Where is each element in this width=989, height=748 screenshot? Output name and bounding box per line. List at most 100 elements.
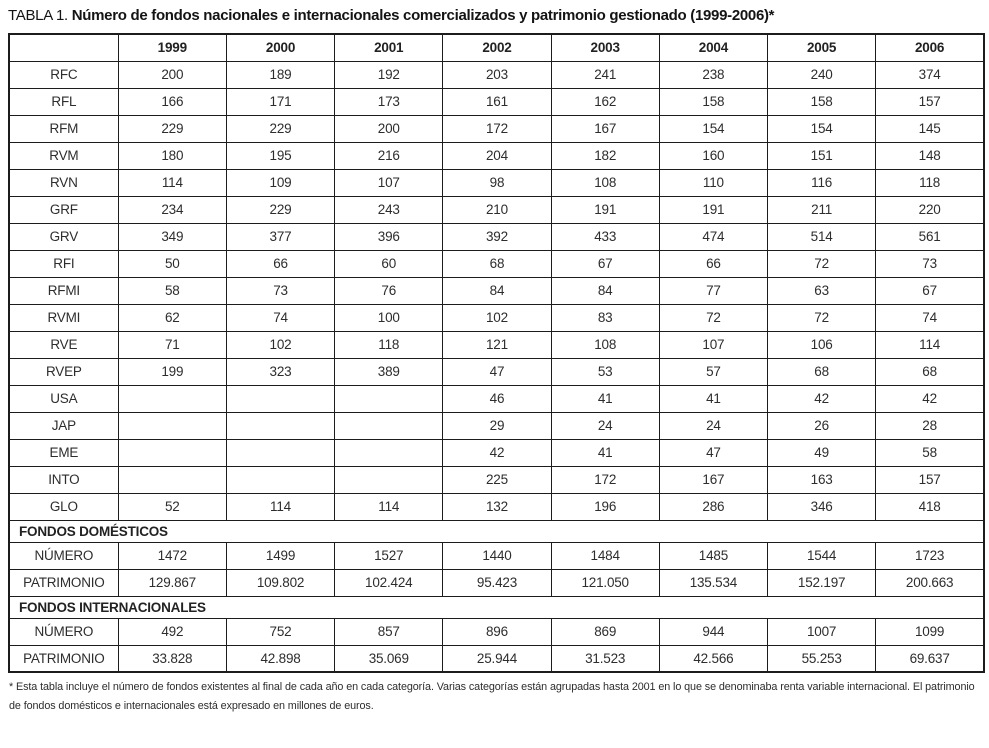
cell-value: 896 (442, 617, 552, 646)
cell-value: 118 (334, 330, 444, 359)
cell-value: 492 (117, 617, 227, 646)
cell-value: 158 (766, 87, 877, 116)
cell-value: 55.253 (766, 644, 877, 673)
cell-value: 1527 (334, 541, 444, 570)
cell-value: 42 (442, 438, 552, 467)
cell-value: 243 (334, 195, 444, 224)
cell-value: 132 (442, 492, 552, 521)
row-label: GRF (8, 195, 119, 224)
cell-value: 42.898 (225, 644, 336, 673)
cell-value: 67 (550, 249, 660, 278)
row-label: RVE (8, 330, 119, 359)
corner-cell (8, 33, 119, 62)
cell-value: 106 (766, 330, 877, 359)
table-row: RFC 200 189 192 203 241 238 240 374 (8, 60, 985, 89)
cell-value: 73 (875, 249, 985, 278)
row-label: EME (8, 438, 119, 467)
table-row: RVMI 62 74 100 102 83 72 72 74 (8, 303, 985, 332)
row-label: RFM (8, 114, 119, 143)
row-label: PATRIMONIO (8, 568, 119, 597)
cell-value: 210 (442, 195, 552, 224)
table-row: RFM 229 229 200 172 167 154 154 145 (8, 114, 985, 143)
cell-value: 203 (442, 60, 552, 89)
cell-value: 374 (875, 60, 985, 89)
cell-value: 67 (875, 276, 985, 305)
section-row: FONDOS DOMÉSTICOS (8, 519, 985, 543)
cell-value: 102.424 (334, 568, 444, 597)
row-label: RFL (8, 87, 119, 116)
cell-value (225, 384, 336, 413)
row-label: RVM (8, 141, 119, 170)
cell-value: 76 (334, 276, 444, 305)
cell-value: 108 (550, 168, 660, 197)
cell-value: 1723 (875, 541, 985, 570)
cell-value: 182 (550, 141, 660, 170)
cell-value: 35.069 (334, 644, 444, 673)
cell-value: 229 (117, 114, 227, 143)
cell-value: 114 (117, 168, 227, 197)
cell-value: 41 (550, 384, 660, 413)
cell-value: 98 (442, 168, 552, 197)
cell-value: 42.566 (658, 644, 769, 673)
cell-value: 241 (550, 60, 660, 89)
cell-value: 869 (550, 617, 660, 646)
cell-value: 53 (550, 357, 660, 386)
cell-value: 195 (225, 141, 336, 170)
cell-value: 173 (334, 87, 444, 116)
cell-value: 220 (875, 195, 985, 224)
cell-value: 118 (875, 168, 985, 197)
cell-value: 102 (225, 330, 336, 359)
cell-value: 135.534 (658, 568, 769, 597)
cell-value: 62 (117, 303, 227, 332)
cell-value: 857 (334, 617, 444, 646)
table-row: PATRIMONIO 129.867 109.802 102.424 95.423 121… (8, 568, 985, 597)
row-label: PATRIMONIO (8, 644, 119, 673)
row-label: JAP (8, 411, 119, 440)
cell-value: 196 (550, 492, 660, 521)
table-row: JAP 29 24 24 26 28 (8, 411, 985, 440)
cell-value: 199 (117, 357, 227, 386)
cell-value: 204 (442, 141, 552, 170)
cell-value: 346 (766, 492, 877, 521)
cell-value (225, 465, 336, 494)
cell-value: 200.663 (875, 568, 985, 597)
table-row: GRV 349 377 396 392 433 474 514 561 (8, 222, 985, 251)
table-title-prefix: TABLA 1. (8, 7, 68, 24)
cell-value: 63 (766, 276, 877, 305)
table-header-row: 1999 2000 2001 2002 2003 2004 2005 2006 (8, 33, 985, 62)
cell-value (334, 384, 444, 413)
cell-value: 1499 (225, 541, 336, 570)
cell-value (117, 465, 227, 494)
cell-value: 192 (334, 60, 444, 89)
row-label: RVN (8, 168, 119, 197)
cell-value: 1544 (766, 541, 877, 570)
table-row: RVN 114 109 107 98 108 110 116 118 (8, 168, 985, 197)
year-header: 2000 (225, 33, 336, 62)
cell-value: 74 (225, 303, 336, 332)
cell-value: 200 (117, 60, 227, 89)
cell-value: 42 (766, 384, 877, 413)
cell-value: 349 (117, 222, 227, 251)
cell-value: 24 (550, 411, 660, 440)
cell-value: 71 (117, 330, 227, 359)
cell-value: 157 (875, 87, 985, 116)
cell-value: 33.828 (117, 644, 227, 673)
section-header: FONDOS INTERNACIONALES (8, 595, 985, 619)
cell-value: 1440 (442, 541, 552, 570)
cell-value: 26 (766, 411, 877, 440)
table-row: INTO 225 172 167 163 157 (8, 465, 985, 494)
cell-value: 189 (225, 60, 336, 89)
cell-value: 66 (658, 249, 769, 278)
cell-value: 29 (442, 411, 552, 440)
cell-value: 171 (225, 87, 336, 116)
funds-table: 1999 2000 2001 2002 2003 2004 2005 2006 RFC 200 1… (8, 33, 985, 673)
cell-value: 418 (875, 492, 985, 521)
cell-value: 377 (225, 222, 336, 251)
table-row: NÚMERO 1472 1499 1527 1440 1484 1485 1544 1723 (8, 541, 985, 570)
cell-value: 58 (117, 276, 227, 305)
row-label: RVMI (8, 303, 119, 332)
cell-value: 389 (334, 357, 444, 386)
row-label: USA (8, 384, 119, 413)
cell-value: 152.197 (766, 568, 877, 597)
cell-value: 95.423 (442, 568, 552, 597)
